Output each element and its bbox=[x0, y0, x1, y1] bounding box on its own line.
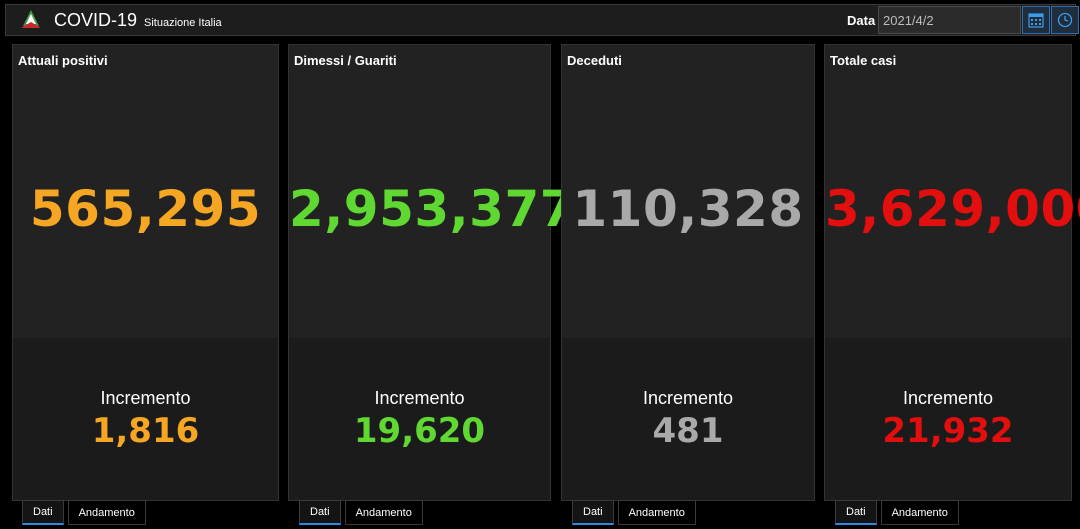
tab-andamento[interactable]: Andamento bbox=[67, 500, 146, 525]
increment-label: Incremento bbox=[642, 388, 734, 408]
tab-dati[interactable]: Dati bbox=[22, 500, 64, 525]
card-title: Totale casi bbox=[830, 53, 897, 68]
increment-value: 21,932 bbox=[882, 411, 1014, 451]
app-title: COVID-19 bbox=[54, 10, 138, 30]
tab-dati[interactable]: Dati bbox=[299, 500, 341, 525]
tab-andamento[interactable]: Andamento bbox=[880, 500, 959, 525]
card-value: 3,629,000 bbox=[825, 180, 1080, 238]
card-value: 2,953,377 bbox=[289, 180, 576, 238]
card-deceduti: Deceduti 110,328 Incremento 481 bbox=[561, 44, 815, 501]
app-subtitle: Situazione Italia bbox=[144, 17, 222, 29]
increment-label: Incremento bbox=[374, 388, 465, 408]
clock-icon bbox=[1057, 12, 1073, 28]
card-title: Deceduti bbox=[567, 53, 622, 68]
calendar-icon bbox=[1028, 13, 1044, 28]
card-totale-casi: Totale casi 3,629,000 Incremento 21,932 bbox=[824, 44, 1080, 501]
tab-dati[interactable]: Dati bbox=[835, 500, 877, 525]
card-tabs: Dati Andamento bbox=[22, 500, 146, 526]
card-increment-section: Incremento 19,620 bbox=[289, 338, 550, 500]
increment-label: Incremento bbox=[100, 388, 191, 408]
card-value: 565,295 bbox=[29, 180, 262, 238]
card-increment-section: Incremento 1,816 bbox=[13, 338, 278, 500]
card-tabs: Dati Andamento bbox=[835, 500, 959, 526]
card-increment-section: Incremento 481 bbox=[562, 338, 814, 500]
card-attuali-positivi: Attuali positivi 565,295 Incremento 1,81… bbox=[12, 44, 279, 501]
card-title: Dimessi / Guariti bbox=[294, 53, 397, 68]
italy-logo-icon bbox=[21, 10, 41, 28]
increment-value: 19,620 bbox=[353, 411, 486, 451]
card-dimessi-guariti: Dimessi / Guariti 2,953,377 Incremento 1… bbox=[288, 44, 576, 501]
card-value: 110,328 bbox=[572, 180, 804, 238]
card-increment-section: Incremento 21,932 bbox=[825, 338, 1071, 500]
time-button[interactable] bbox=[1051, 6, 1079, 34]
date-label: Data bbox=[847, 13, 876, 28]
tab-andamento[interactable]: Andamento bbox=[344, 500, 423, 525]
calendar-button[interactable] bbox=[1022, 6, 1050, 34]
date-input[interactable] bbox=[878, 6, 1021, 34]
increment-value: 1,816 bbox=[91, 411, 200, 451]
card-tabs: Dati Andamento bbox=[299, 500, 423, 526]
card-title: Attuali positivi bbox=[18, 53, 108, 68]
increment-value: 481 bbox=[652, 411, 724, 451]
tab-dati[interactable]: Dati bbox=[572, 500, 614, 525]
increment-label: Incremento bbox=[902, 388, 994, 408]
tab-andamento[interactable]: Andamento bbox=[617, 500, 696, 525]
header-bar: COVID-19 Situazione Italia Data bbox=[5, 4, 1079, 36]
card-tabs: Dati Andamento bbox=[572, 500, 696, 526]
